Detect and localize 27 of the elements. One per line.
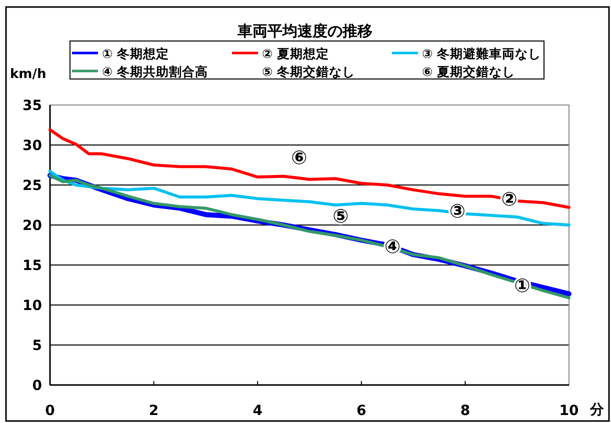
y-tick-label: 30 [22, 138, 42, 154]
y-tick-label: 15 [22, 258, 42, 274]
legend-label: ② 夏期想定 [262, 46, 329, 61]
legend-label: ③ 冬期避難車両なし [422, 46, 541, 61]
x-tick-label: 10 [559, 403, 579, 419]
y-tick-label: 20 [22, 218, 42, 234]
y-tick-label: 10 [22, 298, 42, 314]
x-tick-label: 4 [252, 403, 263, 419]
y-axis-title: km/h [10, 67, 46, 82]
legend-label: ① 冬期想定 [102, 46, 169, 61]
legend-label: ④ 冬期共助割合高 [102, 64, 208, 79]
x-tick-label: 2 [148, 403, 159, 419]
x-tick-label: 8 [460, 403, 470, 419]
y-tick-label: 0 [32, 378, 42, 394]
y-tick-label: 35 [22, 98, 42, 114]
x-tick-label: 0 [45, 403, 56, 419]
y-tick-label: 25 [22, 178, 42, 194]
chart-title: 車両平均速度の推移 [236, 22, 372, 40]
x-tick-label: 6 [356, 403, 366, 419]
y-tick-label: 5 [32, 338, 42, 354]
annotation: ⑥ [291, 147, 308, 169]
annotation: ⑤ [332, 205, 349, 228]
line-series [48, 170, 570, 226]
x-axis-title: 分 [589, 402, 605, 418]
text: ⑥ 夏期交錯なし [422, 64, 515, 79]
text: ⑤ 冬期交錯なし [262, 64, 355, 79]
annotation: ④ [384, 236, 401, 258]
